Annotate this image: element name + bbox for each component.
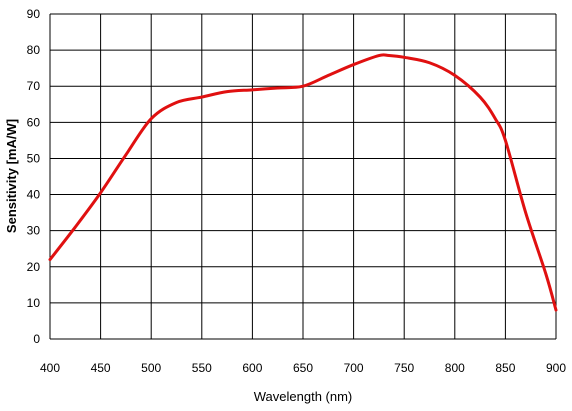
y-tick-label: 60 (27, 115, 41, 129)
x-axis-title: Wavelength (nm) (254, 389, 353, 404)
x-tick-label: 900 (546, 361, 566, 375)
y-tick-label: 90 (27, 7, 41, 21)
x-tick-label: 400 (40, 361, 60, 375)
grid-lines (49, 13, 557, 340)
x-tick-label: 450 (91, 361, 111, 375)
x-tick-label: 800 (445, 361, 465, 375)
y-tick-label: 70 (27, 79, 41, 93)
y-tick-label: 10 (27, 296, 41, 310)
x-tick-label: 650 (293, 361, 313, 375)
x-axis-ticks: 400 450 500 550 600 650 700 750 800 850 900 (40, 361, 566, 375)
y-axis-title: Sensitivity [mA/W] (4, 119, 19, 233)
y-tick-label: 20 (27, 260, 41, 274)
y-tick-label: 0 (33, 332, 40, 346)
y-axis-ticks: 0 10 20 30 40 50 60 70 80 90 (27, 7, 41, 346)
x-tick-label: 750 (394, 361, 414, 375)
x-tick-label: 700 (344, 361, 364, 375)
y-tick-label: 30 (27, 224, 41, 238)
x-tick-label: 850 (495, 361, 515, 375)
x-tick-label: 600 (242, 361, 262, 375)
series-line (48, 53, 558, 312)
y-tick-label: 80 (27, 43, 41, 57)
y-tick-label: 40 (27, 188, 41, 202)
x-tick-label: 500 (141, 361, 161, 375)
y-tick-label: 50 (27, 151, 41, 165)
x-tick-label: 550 (192, 361, 212, 375)
